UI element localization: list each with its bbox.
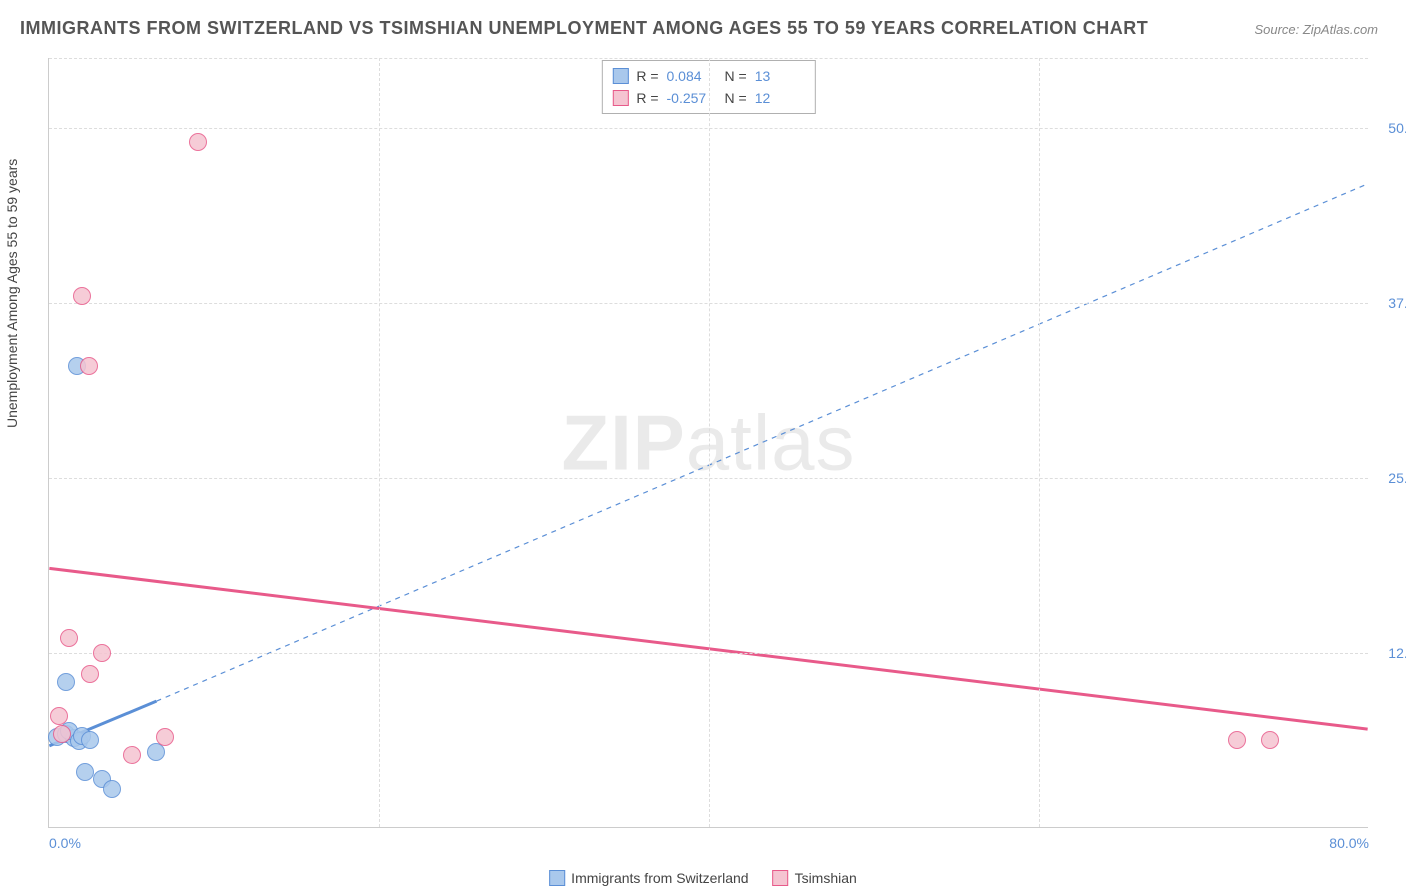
- legend-swatch: [612, 68, 628, 84]
- source-attribution: Source: ZipAtlas.com: [1254, 22, 1378, 37]
- scatter-point: [76, 763, 94, 781]
- plot-area: ZIPatlas R =0.084N =13R =-0.257N =12 12.…: [48, 58, 1368, 828]
- series-legend: Immigrants from Switzerland Tsimshian: [549, 870, 857, 886]
- stat-r-label: R =: [636, 87, 658, 109]
- stat-n-value: 13: [755, 65, 805, 87]
- scatter-point: [156, 728, 174, 746]
- stat-n-value: 12: [755, 87, 805, 109]
- scatter-point: [93, 644, 111, 662]
- scatter-point: [1228, 731, 1246, 749]
- legend-swatch: [612, 90, 628, 106]
- legend-item: Immigrants from Switzerland: [549, 870, 748, 886]
- legend-swatch: [773, 870, 789, 886]
- y-tick-label: 25.0%: [1378, 470, 1406, 486]
- y-tick-label: 12.5%: [1378, 645, 1406, 661]
- scatter-point: [57, 673, 75, 691]
- y-tick-label: 37.5%: [1378, 295, 1406, 311]
- chart-title: IMMIGRANTS FROM SWITZERLAND VS TSIMSHIAN…: [20, 18, 1148, 39]
- scatter-point: [81, 731, 99, 749]
- y-tick-label: 50.0%: [1378, 120, 1406, 136]
- scatter-point: [81, 665, 99, 683]
- trend-line: [156, 184, 1367, 701]
- gridline-vertical: [379, 58, 380, 827]
- stat-n-label: N =: [725, 87, 747, 109]
- y-axis-label: Unemployment Among Ages 55 to 59 years: [4, 159, 20, 428]
- scatter-point: [123, 746, 141, 764]
- legend-item: Tsimshian: [773, 870, 857, 886]
- scatter-point: [50, 707, 68, 725]
- x-tick-label: 0.0%: [49, 835, 81, 851]
- scatter-point: [189, 133, 207, 151]
- scatter-point: [80, 357, 98, 375]
- x-tick-label: 80.0%: [1329, 835, 1369, 851]
- legend-swatch: [549, 870, 565, 886]
- scatter-point: [53, 725, 71, 743]
- stat-r-label: R =: [636, 65, 658, 87]
- scatter-point: [73, 287, 91, 305]
- scatter-point: [147, 743, 165, 761]
- stat-n-label: N =: [725, 65, 747, 87]
- scatter-point: [103, 780, 121, 798]
- gridline-vertical: [709, 58, 710, 827]
- legend-label: Tsimshian: [795, 870, 857, 886]
- legend-label: Immigrants from Switzerland: [571, 870, 748, 886]
- scatter-point: [1261, 731, 1279, 749]
- scatter-point: [60, 629, 78, 647]
- gridline-vertical: [1039, 58, 1040, 827]
